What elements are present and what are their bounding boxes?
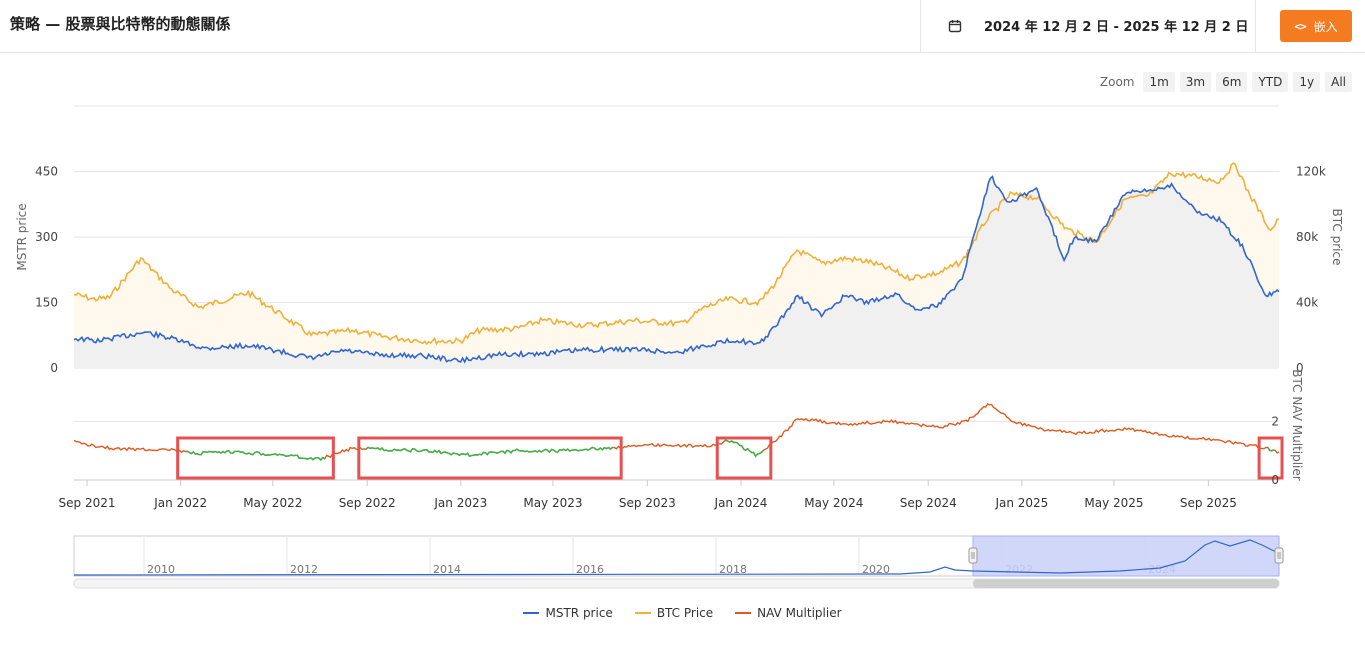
right-axis-title: BTC price	[1330, 209, 1344, 266]
mstr-price-line	[73, 175, 1280, 364]
zoom-label: Zoom	[1099, 75, 1135, 89]
btc-price-line	[73, 162, 1280, 346]
legend-swatch-mstr	[523, 612, 540, 614]
left-axis-tick-label: 450	[35, 165, 58, 179]
legend-label-nav: NAV Multiplier	[757, 606, 842, 620]
annotation-box	[715, 436, 773, 480]
navigator-year-label: 2014	[433, 563, 461, 576]
x-axis-tick-label: May 2023	[523, 496, 582, 510]
code-icon: <>	[1294, 19, 1306, 33]
x-axis-tick-label: May 2024	[804, 496, 863, 510]
x-axis-tick-label: Sep 2022	[339, 496, 396, 510]
navigator-year-label: 2016	[576, 563, 604, 576]
legend-swatch-btc	[634, 612, 651, 614]
zoom-controls: Zoom 1m 3m 6m YTD 1y All	[1100, 72, 1352, 92]
annotation-box	[357, 436, 623, 480]
legend-label-btc: BTC Price	[656, 606, 714, 620]
date-range-picker[interactable]: 2024 年 12 月 2 日 - 2025 年 12 月 2 日	[948, 16, 1248, 35]
x-axis-tick-label: Sep 2024	[900, 496, 957, 510]
chart-svg: 0 150 300 450 0 40k 80k 120k 0 2 MSTR price BTC pri…	[15, 105, 1344, 589]
x-axis-tick-label: Sep 2021	[59, 496, 116, 510]
nav-axis-tick-label: 0	[1271, 473, 1279, 487]
zoom-ytd-button[interactable]: YTD	[1252, 72, 1289, 92]
legend-item-nav[interactable]: NAV Multiplier	[735, 606, 842, 620]
legend-item-mstr[interactable]: MSTR price	[523, 606, 613, 620]
legend-item-btc[interactable]: BTC Price	[634, 606, 714, 620]
navigator-year-label: 2020	[862, 563, 890, 576]
navigator-series-line	[73, 539, 1280, 576]
right-axis-tick-label: 0	[1296, 361, 1304, 375]
nav-axis-title: BTC NAV Multiplier	[1290, 369, 1304, 480]
legend-label-mstr: MSTR price	[545, 606, 613, 620]
zoom-all-button[interactable]: All	[1325, 72, 1352, 92]
annotation-box	[176, 436, 335, 480]
x-axis-tick-label: Sep 2025	[1180, 496, 1237, 510]
header-divider	[1255, 0, 1256, 52]
x-axis-tick-label: May 2025	[1084, 496, 1143, 510]
x-axis-tick-label: May 2022	[243, 496, 302, 510]
embed-button-label: 嵌入	[1313, 19, 1338, 34]
chart-legend: MSTR price BTC Price NAV Multiplier	[0, 606, 1365, 620]
nav-axis-tick-label: 2	[1271, 414, 1279, 428]
date-range-text: 2024 年 12 月 2 日 - 2025 年 12 月 2 日	[984, 20, 1249, 35]
right-axis-tick-label: 80k	[1296, 230, 1318, 244]
zoom-1m-button[interactable]: 1m	[1143, 72, 1175, 92]
navigator-scrollbar-thumb[interactable]	[973, 579, 1279, 588]
nav-below-one-segment	[1267, 446, 1274, 452]
nav-multiplier-line	[73, 402, 1280, 462]
navigator-year-label: 2012	[290, 563, 318, 576]
navigator-handle[interactable]	[968, 547, 978, 564]
zoom-6m-button[interactable]: 6m	[1216, 72, 1248, 92]
header-divider	[920, 0, 921, 52]
x-axis-tick-label: Jan 2025	[994, 496, 1048, 510]
right-axis-tick-label: 120k	[1296, 165, 1326, 179]
top-bar: 策略 — 股票與比特幣的動態關係 2024 年 12 月 2 日 - 2025 …	[0, 0, 1365, 53]
left-axis-tick-label: 0	[50, 361, 58, 375]
nav-below-one-segment	[365, 446, 613, 458]
navigator-year-label: 2018	[719, 563, 747, 576]
navigator-handle[interactable]	[1274, 547, 1284, 564]
zoom-3m-button[interactable]: 3m	[1179, 72, 1212, 92]
navigator-year-label: 2010	[147, 563, 175, 576]
nav-below-one-segment	[725, 439, 765, 458]
left-axis-title: MSTR price	[15, 203, 29, 270]
x-axis-tick-label: Jan 2022	[153, 496, 207, 510]
page-title: 策略 — 股票與比特幣的動態關係	[10, 15, 231, 33]
x-axis-tick-label: Jan 2023	[433, 496, 487, 510]
left-axis-tick-label: 300	[35, 230, 58, 244]
zoom-1y-button[interactable]: 1y	[1293, 72, 1321, 92]
x-axis-tick-label: Jan 2024	[714, 496, 768, 510]
left-axis-tick-label: 150	[35, 296, 58, 310]
calendar-icon	[948, 19, 962, 32]
annotation-box	[1257, 436, 1284, 480]
right-axis-tick-label: 40k	[1296, 296, 1318, 310]
x-axis-tick-label: Sep 2023	[619, 496, 676, 510]
navigator-selection[interactable]	[972, 535, 1280, 577]
legend-swatch-nav	[735, 612, 752, 614]
embed-button[interactable]: <> 嵌入	[1280, 10, 1352, 42]
nav-below-one-segment	[185, 450, 326, 462]
